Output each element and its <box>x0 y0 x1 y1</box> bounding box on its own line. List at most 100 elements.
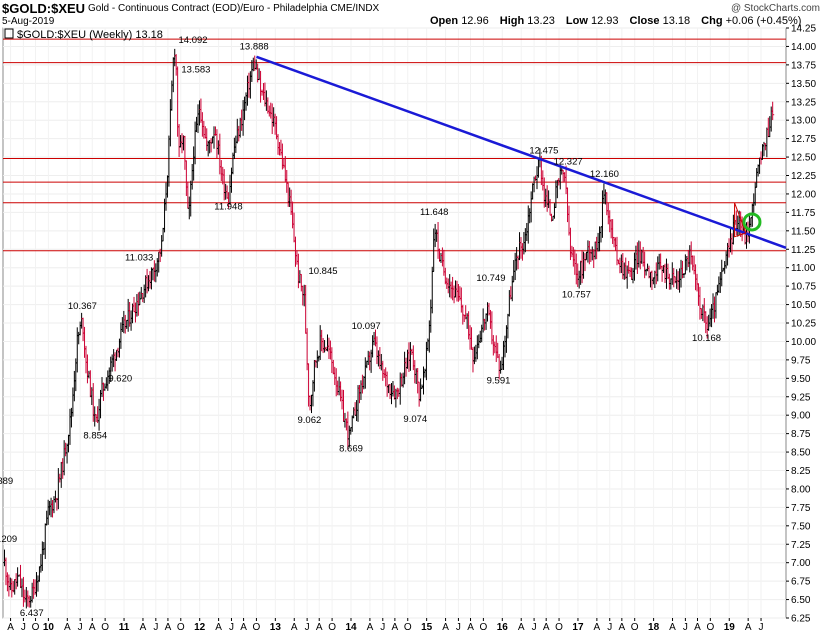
x-tick-label: 14 <box>345 622 357 633</box>
y-tick-label: 7.00 <box>791 558 811 569</box>
x-tick-label: O <box>555 622 563 633</box>
close-label: Close <box>629 15 660 27</box>
y-tick-label: 11.00 <box>791 263 816 274</box>
x-tick-label: A <box>543 622 550 633</box>
y-tick-label: 8.75 <box>791 429 811 440</box>
chart-date: 5-Aug-2019 <box>2 16 55 27</box>
y-tick-label: 9.50 <box>791 374 811 385</box>
y-tick-label: 12.25 <box>791 171 816 182</box>
x-tick-label: J <box>607 622 612 633</box>
y-axis: 6.25 6.50 6.75 7.00 7.25 7.50 7.75 8.00 8.25 8.50… <box>786 24 816 625</box>
x-tick-label: A <box>215 622 222 633</box>
resistance-lines <box>3 38 786 252</box>
y-tick-label: 8.25 <box>791 466 811 477</box>
y-tick-label: 14.25 <box>791 24 816 35</box>
chg-value: +0.06 (+0.45%) <box>725 15 802 27</box>
price-annotation: 14.092 <box>178 35 207 46</box>
x-tick-label: A <box>594 622 601 633</box>
price-annotation: 10.757 <box>562 289 591 300</box>
x-tick-label: A <box>89 622 96 633</box>
x-tick-label: A <box>694 622 701 633</box>
price-annotation: 13.888 <box>240 42 269 53</box>
x-tick-label: O <box>706 622 714 633</box>
price-annotation: 9.620 <box>108 373 132 384</box>
close-value: 13.18 <box>662 15 691 27</box>
x-tick-label: J <box>759 622 764 633</box>
x-tick-label: A <box>240 622 247 633</box>
x-tick-label: O <box>480 622 488 633</box>
y-tick-label: 12.00 <box>791 189 816 200</box>
x-tick-label: J <box>305 622 310 633</box>
y-tick-label: 10.75 <box>791 282 816 293</box>
x-tick-label: J <box>21 622 26 633</box>
high-label: High <box>499 15 525 27</box>
x-tick-label: A <box>618 622 625 633</box>
x-tick-label: A <box>442 622 449 633</box>
price-annotation: 10.749 <box>476 273 505 284</box>
y-tick-label: 7.25 <box>791 540 811 551</box>
x-tick-label: O <box>253 622 261 633</box>
x-tick-label: A <box>367 622 374 633</box>
x-tick-label: A <box>140 622 147 633</box>
x-tick-label: 12 <box>194 622 206 633</box>
x-tick-label: 16 <box>497 622 509 633</box>
y-tick-label: 10.25 <box>791 319 816 330</box>
trendline <box>256 55 787 249</box>
x-tick-label: O <box>631 622 639 633</box>
x-tick-label: 18 <box>648 622 660 633</box>
open-value: 12.96 <box>461 15 489 27</box>
x-tick-label: O <box>328 622 336 633</box>
y-tick-label: 13.50 <box>791 79 816 90</box>
y-tick-label: 12.50 <box>791 153 816 164</box>
x-tick-label: O <box>404 622 412 633</box>
legend-swatch <box>4 28 14 39</box>
price-annotation: 10.097 <box>352 321 381 332</box>
x-tick-label: A <box>316 622 323 633</box>
price-bars <box>3 48 775 609</box>
y-tick-label: 11.75 <box>791 208 816 219</box>
open-label: Open <box>430 15 459 27</box>
y-tick-label: 8.50 <box>791 448 811 459</box>
x-tick-label: O <box>101 622 109 633</box>
price-annotation: 9.074 <box>403 414 427 425</box>
x-tick-label: J <box>683 622 688 633</box>
price-annotation: 10.367 <box>68 301 97 312</box>
y-tick-label: 6.50 <box>791 595 811 606</box>
x-tick-label: J <box>229 622 234 633</box>
x-tick-label: A <box>291 622 298 633</box>
price-annotation: 6.437 <box>20 608 44 619</box>
x-tick-label: A <box>745 622 752 633</box>
chart-symbol: $GOLD:$XEU <box>2 1 86 16</box>
x-tick-label: A <box>392 622 399 633</box>
price-annotation: 10.168 <box>692 333 721 344</box>
price-annotation: 389 <box>0 476 13 487</box>
x-tick-label: J <box>532 622 537 633</box>
low-value: 12.93 <box>590 15 619 27</box>
y-tick-label: 13.00 <box>791 116 816 127</box>
x-tick-label: A <box>467 622 474 633</box>
y-tick-label: 7.75 <box>791 503 811 514</box>
annotations: 7.209 389 6.437 10.367 8.854 9.620 11.033 14.09… <box>0 35 721 619</box>
x-tick-label: 17 <box>572 622 584 633</box>
x-tick-label: J <box>78 622 83 633</box>
y-tick-label: 12.75 <box>791 134 816 145</box>
y-tick-label: 7.50 <box>791 521 811 532</box>
x-tick-label: J <box>380 622 385 633</box>
y-tick-label: 13.25 <box>791 97 816 108</box>
y-tick-label: 10.00 <box>791 337 816 348</box>
price-annotation: 9.062 <box>298 415 322 426</box>
price-annotation: 8.854 <box>83 430 107 441</box>
y-tick-label: 11.50 <box>791 226 816 237</box>
y-tick-label: 6.25 <box>791 614 811 625</box>
trendline-group <box>256 55 787 249</box>
x-tick-label: A <box>64 622 71 633</box>
y-tick-label: 8.00 <box>791 484 811 495</box>
price-annotation: 8.669 <box>339 444 363 455</box>
price-annotation: 13.583 <box>181 64 210 75</box>
x-tick-label: O <box>177 622 185 633</box>
x-tick-label: A <box>165 622 172 633</box>
y-tick-label: 10.50 <box>791 300 816 311</box>
x-tick-label: A <box>7 622 14 633</box>
grid <box>3 27 786 619</box>
